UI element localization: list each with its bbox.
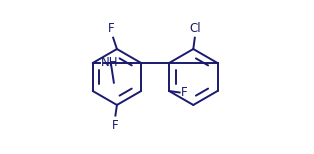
Text: F: F [108,22,115,35]
Text: F: F [181,86,187,99]
Text: Cl: Cl [190,22,201,35]
Text: F: F [112,119,119,132]
Text: NH: NH [101,56,119,69]
